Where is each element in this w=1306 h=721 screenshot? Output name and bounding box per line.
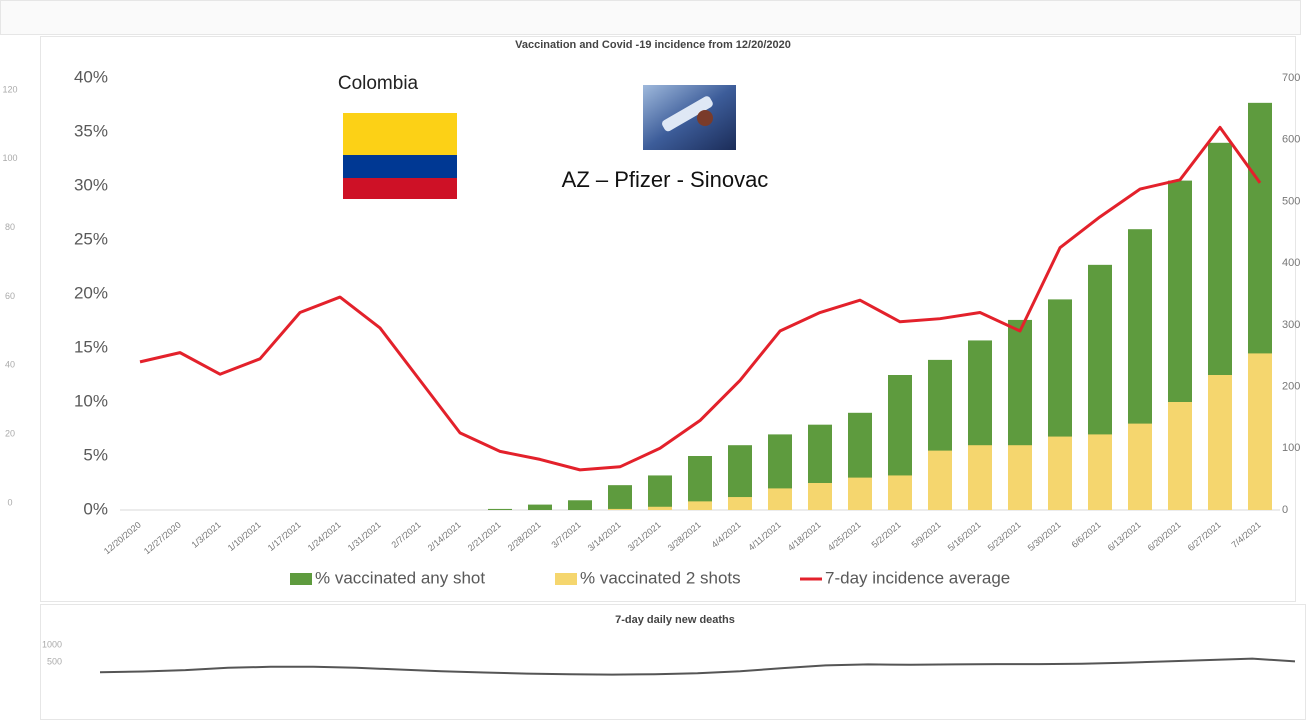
y-tick-label: 30% [74, 175, 108, 194]
y-tick-label: 20% [74, 283, 108, 302]
y-tick-label: 20 [5, 429, 15, 439]
bar [928, 451, 952, 510]
bar [1248, 353, 1272, 510]
y2-tick-label: 700 [1282, 72, 1300, 84]
y-tick-label: 80 [5, 222, 15, 232]
chart-title: Vaccination and Covid -19 incidence from… [515, 39, 791, 51]
y-tick-label: 60 [5, 291, 15, 301]
flag [343, 113, 457, 199]
y-tick-label: 40% [74, 67, 108, 86]
legend-label: 7-day incidence average [825, 568, 1010, 587]
bar [848, 478, 872, 510]
y2-tick-label: 400 [1282, 257, 1300, 269]
y-tick-label: 5% [83, 445, 108, 464]
y2-tick-label: 0 [1282, 504, 1288, 516]
bar [1168, 402, 1192, 510]
bar [648, 507, 672, 510]
annotation: Colombia [338, 73, 419, 94]
y-tick-label: 25% [74, 229, 108, 248]
bar [608, 485, 632, 510]
screenshot: Vaccination and Covid -19 incidence from… [0, 0, 1306, 721]
vaccine-image [643, 85, 736, 150]
bar [888, 475, 912, 510]
bar [608, 509, 632, 510]
y-tick-label: 1000 [42, 639, 62, 649]
bar [1208, 375, 1232, 510]
bar [568, 500, 592, 510]
bar [688, 501, 712, 510]
bar [1088, 434, 1112, 510]
y2-tick-label: 300 [1282, 319, 1300, 331]
y-tick-label: 10% [74, 391, 108, 410]
bar [488, 509, 512, 510]
bar [808, 483, 832, 510]
bar [648, 475, 672, 510]
y-tick-label: 40 [5, 360, 15, 370]
y-tick-label: 15% [74, 337, 108, 356]
y2-tick-label: 200 [1282, 380, 1300, 392]
y-tick-label: 0% [83, 499, 108, 518]
y-tick-label: 120 [2, 84, 17, 94]
y-tick-label: 0 [7, 497, 12, 507]
y2-tick-label: 600 [1282, 134, 1300, 146]
legend-swatch [555, 573, 577, 585]
y2-tick-label: 100 [1282, 442, 1300, 454]
bar [528, 505, 552, 510]
legend-label: % vaccinated 2 shots [580, 568, 741, 587]
bar [1008, 445, 1032, 510]
y-tick-label: 35% [74, 121, 108, 140]
legend-swatch [290, 573, 312, 585]
bar [1048, 437, 1072, 510]
y-tick-label: 500 [47, 656, 62, 666]
bar [768, 488, 792, 510]
bar [968, 445, 992, 510]
y2-tick-label: 500 [1282, 195, 1300, 207]
bar [1128, 424, 1152, 510]
y-tick-label: 100 [2, 153, 17, 163]
background-strip [1, 1, 1301, 35]
bar [728, 497, 752, 510]
chart-title: 7-day daily new deaths [615, 614, 735, 626]
legend-label: % vaccinated any shot [315, 568, 485, 587]
annotation: AZ – Pfizer - Sinovac [562, 167, 769, 192]
